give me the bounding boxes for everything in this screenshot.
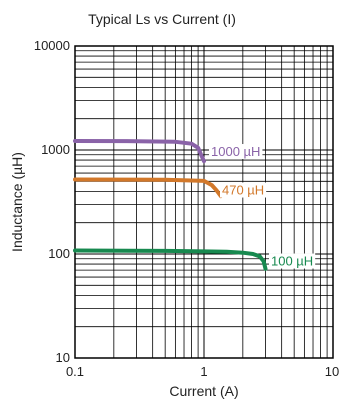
x-axis-title: Current (A): [169, 383, 238, 399]
chart-title: Typical Ls vs Current (I): [88, 11, 236, 27]
grid: [74, 46, 333, 359]
x-tick-label: 1: [200, 364, 207, 379]
series-group: 1000 µH 470 µH 100 µH: [73, 139, 316, 271]
series-line: [73, 177, 223, 199]
series-line: [73, 139, 206, 164]
tick-labels: 0.1 1 10 10 100 1000 10000: [34, 38, 339, 379]
y-tick-label: 100: [48, 246, 70, 261]
series-label-background: [269, 253, 316, 269]
y-tick-label: 1000: [41, 142, 70, 157]
x-tick-label: 0.1: [66, 364, 84, 379]
series-label: 1000 µH: [211, 144, 260, 159]
series-label: 100 µH: [271, 254, 313, 269]
plot-frame: [74, 45, 334, 359]
y-axis-title: Inductance (µH): [9, 152, 25, 252]
series-line: [73, 248, 268, 271]
series-label-background: [220, 182, 267, 198]
x-tick-label: 10: [325, 364, 339, 379]
y-tick-label: 10000: [34, 38, 70, 53]
series-label-background: [209, 144, 263, 160]
series-label: 470 µH: [222, 183, 264, 198]
y-tick-label: 10: [56, 350, 70, 365]
